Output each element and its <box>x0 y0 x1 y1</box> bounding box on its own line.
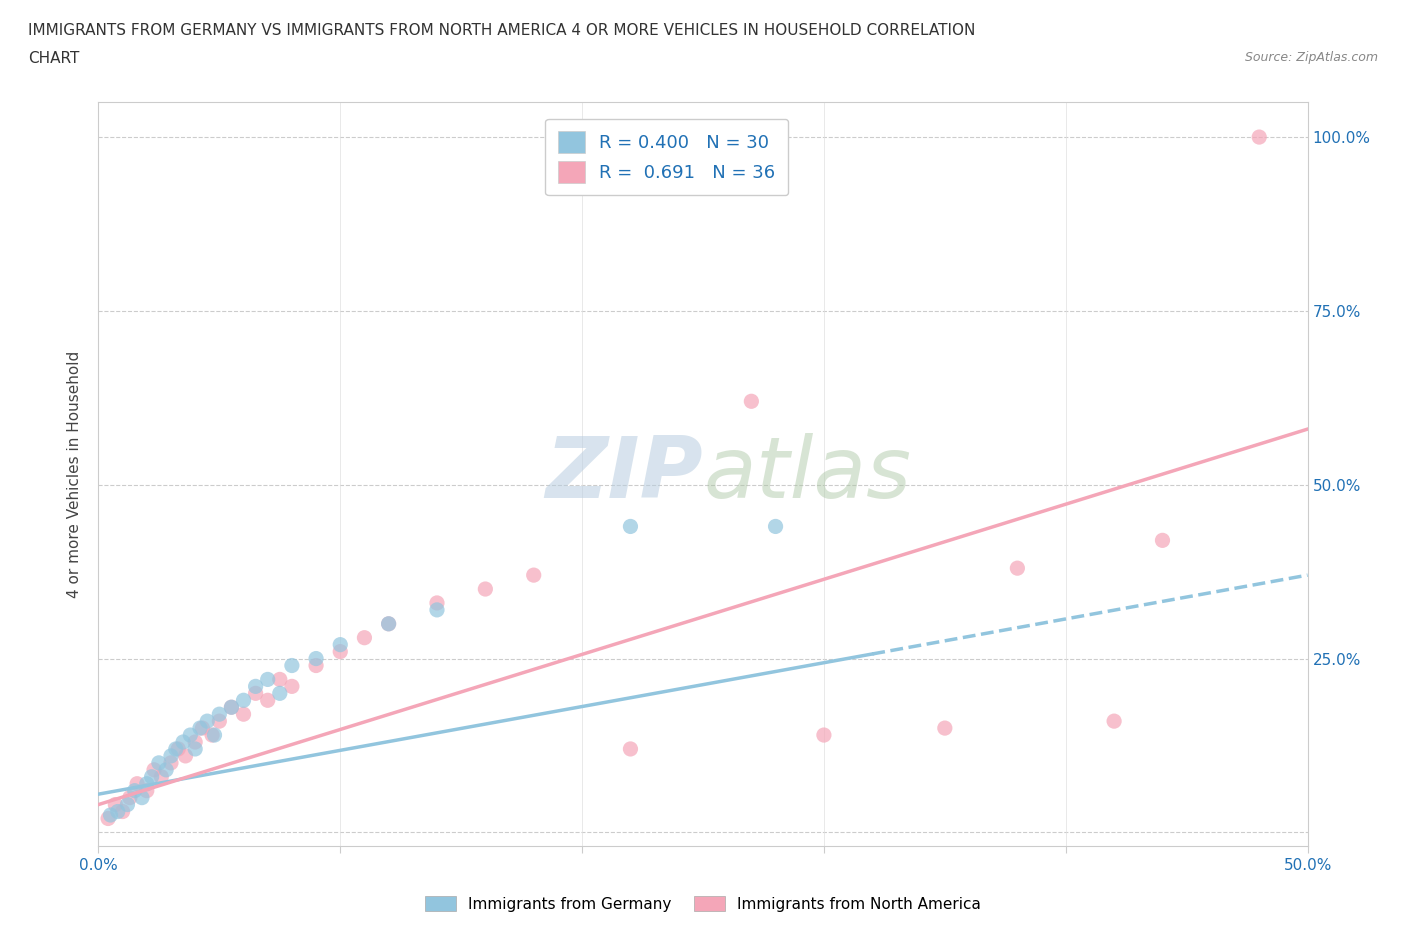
Point <box>221 699 243 714</box>
Point <box>245 679 267 694</box>
Text: ZIP: ZIP <box>546 432 703 516</box>
Point <box>523 567 546 582</box>
Point <box>107 804 129 819</box>
Point <box>174 749 197 764</box>
Point <box>135 783 157 798</box>
Point <box>232 707 254 722</box>
Point <box>155 763 177 777</box>
Point <box>148 755 170 770</box>
Point <box>117 797 139 812</box>
Point <box>208 707 231 722</box>
Point <box>208 713 231 728</box>
Point <box>329 644 352 659</box>
Point <box>269 686 291 701</box>
Point <box>619 519 641 534</box>
Point <box>426 603 449 618</box>
Point <box>377 617 399 631</box>
Point <box>232 693 254 708</box>
Point <box>305 651 328 666</box>
Point <box>201 727 224 742</box>
Point <box>188 721 211 736</box>
Point <box>281 658 304 673</box>
Point <box>813 727 835 742</box>
Text: atlas: atlas <box>703 432 911 516</box>
Point <box>127 777 149 791</box>
Point <box>165 741 187 756</box>
Point <box>104 797 127 812</box>
Point <box>118 790 141 805</box>
Text: Source: ZipAtlas.com: Source: ZipAtlas.com <box>1244 51 1378 64</box>
Point <box>195 713 218 728</box>
Y-axis label: 4 or more Vehicles in Household: 4 or more Vehicles in Household <box>67 351 83 598</box>
Point <box>141 769 163 784</box>
Point <box>131 790 153 805</box>
Point <box>934 721 956 736</box>
Point <box>184 735 207 750</box>
Point <box>111 804 134 819</box>
Point <box>329 637 352 652</box>
Point <box>135 777 157 791</box>
Text: IMMIGRANTS FROM GERMANY VS IMMIGRANTS FROM NORTH AMERICA 4 OR MORE VEHICLES IN H: IMMIGRANTS FROM GERMANY VS IMMIGRANTS FR… <box>28 23 976 38</box>
Point <box>269 672 291 687</box>
Point <box>426 595 449 610</box>
Point <box>1007 561 1029 576</box>
Point <box>179 727 201 742</box>
Point <box>245 686 267 701</box>
Point <box>765 519 787 534</box>
Point <box>474 581 496 596</box>
Point <box>150 769 173 784</box>
Point <box>143 763 166 777</box>
Point <box>97 811 120 826</box>
Point <box>160 749 183 764</box>
Point <box>184 741 207 756</box>
Point <box>167 741 190 756</box>
Point <box>256 672 278 687</box>
Point <box>221 699 243 714</box>
Point <box>191 721 214 736</box>
Point <box>124 783 146 798</box>
Point <box>619 741 641 756</box>
Point <box>353 631 375 645</box>
Point <box>204 727 226 742</box>
Legend: R = 0.400   N = 30, R =  0.691   N = 36: R = 0.400 N = 30, R = 0.691 N = 36 <box>546 119 789 195</box>
Text: CHART: CHART <box>28 51 80 66</box>
Point <box>740 393 762 408</box>
Point <box>281 679 304 694</box>
Point <box>160 755 183 770</box>
Point <box>172 735 194 750</box>
Point <box>100 807 122 822</box>
Point <box>1152 533 1174 548</box>
Point <box>305 658 328 673</box>
Point <box>1102 713 1125 728</box>
Point <box>377 617 399 631</box>
Point <box>256 693 278 708</box>
Legend: Immigrants from Germany, Immigrants from North America: Immigrants from Germany, Immigrants from… <box>419 889 987 918</box>
Point <box>1249 129 1271 144</box>
